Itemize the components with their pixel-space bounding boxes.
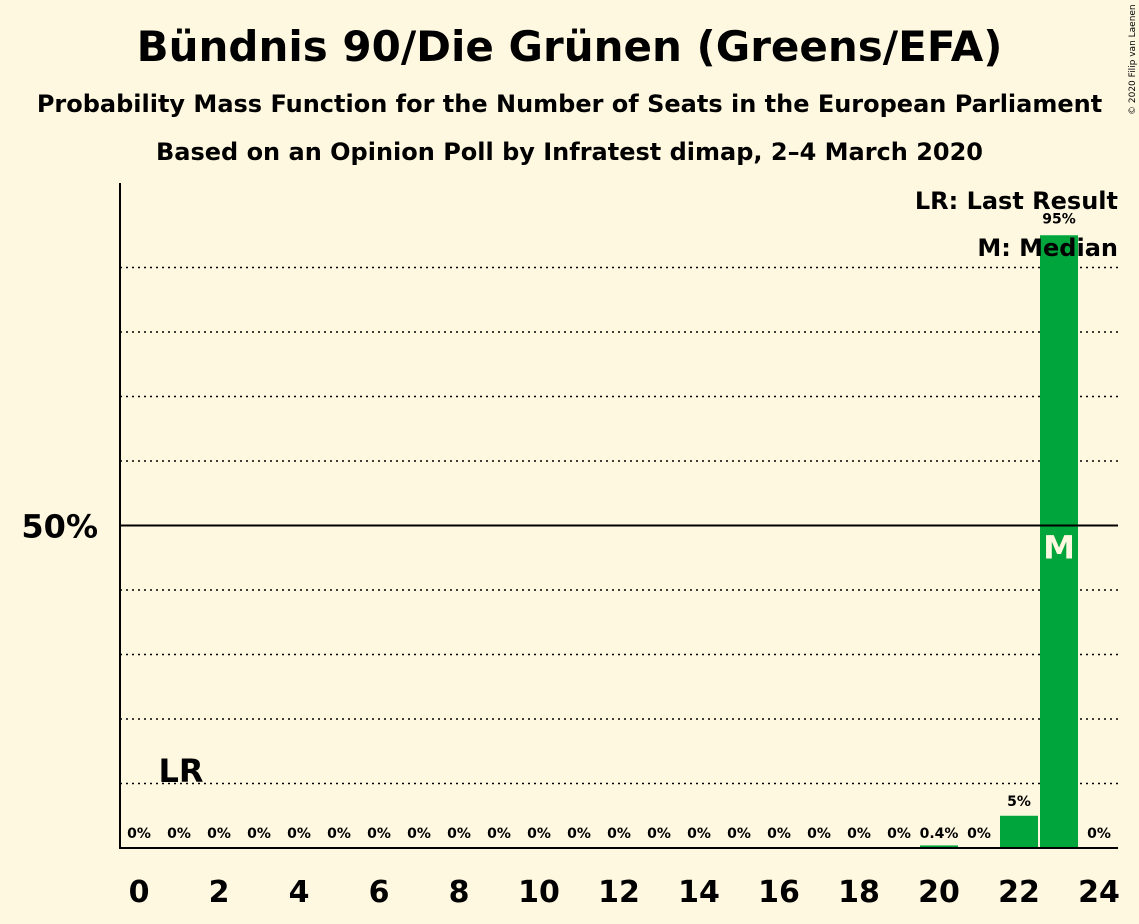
x-tick-label: 20 [918, 875, 960, 910]
x-tick-label: 2 [209, 875, 230, 910]
x-tick-label: 24 [1078, 875, 1120, 910]
bar [920, 845, 958, 848]
data-label: 0% [447, 826, 471, 842]
bar [1000, 815, 1038, 848]
legend-entry: M: Median [977, 234, 1118, 262]
data-label: 0% [407, 826, 431, 842]
chart-source: Based on an Opinion Poll by Infratest di… [155, 138, 983, 166]
data-label: 0% [287, 826, 311, 842]
data-label: 0% [127, 826, 151, 842]
x-tick-label: 10 [518, 875, 560, 910]
data-label: 0% [207, 826, 231, 842]
data-label: 0% [247, 826, 271, 842]
data-label: 0% [1087, 826, 1111, 842]
data-label: 0% [727, 826, 751, 842]
chart-title: Bündnis 90/Die Grünen (Greens/EFA) [136, 22, 1003, 71]
data-label: 95% [1042, 211, 1076, 227]
data-label: 0% [167, 826, 191, 842]
x-tick-label: 12 [598, 875, 640, 910]
data-label: 0% [807, 826, 831, 842]
legend-entry: LR: Last Result [915, 187, 1118, 215]
data-label: 0% [847, 826, 871, 842]
data-label: 0% [647, 826, 671, 842]
x-tick-label: 14 [678, 875, 720, 910]
bar [1040, 235, 1078, 848]
data-label: 0% [887, 826, 911, 842]
data-label: 0% [687, 826, 711, 842]
x-tick-label: 16 [758, 875, 800, 910]
x-tick-label: 8 [449, 875, 470, 910]
last-result-marker: LR [158, 752, 203, 790]
data-label: 0% [567, 826, 591, 842]
data-label: 0% [767, 826, 791, 842]
data-label: 0.4% [920, 826, 959, 842]
data-label: 0% [367, 826, 391, 842]
data-label: 0% [327, 826, 351, 842]
data-label: 0% [487, 826, 511, 842]
x-tick-label: 18 [838, 875, 880, 910]
x-tick-label: 0 [129, 875, 150, 910]
data-label: 0% [607, 826, 631, 842]
data-label: 5% [1007, 794, 1031, 810]
y-tick-label: 50% [21, 508, 98, 546]
median-marker: M [1043, 529, 1075, 567]
x-tick-label: 4 [289, 875, 310, 910]
x-tick-label: 6 [369, 875, 390, 910]
x-tick-label: 22 [998, 875, 1040, 910]
data-label: 0% [967, 826, 991, 842]
data-label: 0% [527, 826, 551, 842]
chart-subtitle: Probability Mass Function for the Number… [36, 90, 1103, 118]
